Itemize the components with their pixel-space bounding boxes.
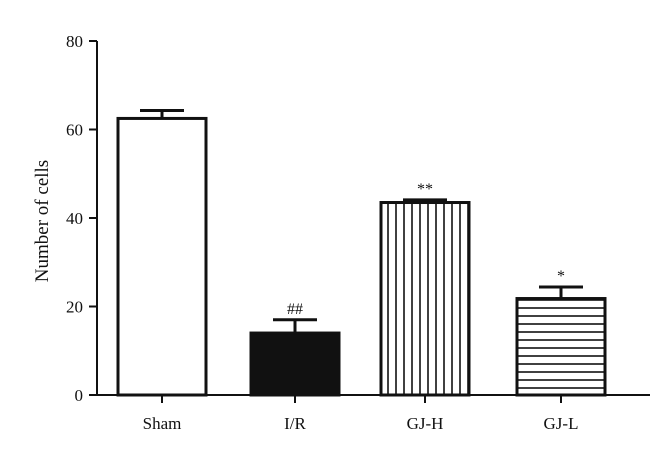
- y-tick-label: 60: [66, 121, 83, 140]
- bar-gj-h: [379, 201, 471, 397]
- x-tick-label: GJ-H: [407, 414, 444, 433]
- x-axis: Sham I/R GJ-H GJ-L: [97, 394, 650, 433]
- significance-label: *: [557, 268, 565, 285]
- y-tick-label: 40: [66, 209, 83, 228]
- bar-sham: [116, 116, 208, 397]
- significance-label: **: [417, 181, 433, 198]
- y-axis: 0 20 40 60 80: [66, 32, 98, 405]
- significance-label: ##: [287, 301, 303, 318]
- bar-i-r: [249, 331, 341, 397]
- bars: ##***: [116, 108, 607, 397]
- y-tick-label: 80: [66, 32, 83, 51]
- y-tick-label: 0: [75, 386, 84, 405]
- x-tick-label: Sham: [143, 414, 182, 433]
- y-tick-label: 20: [66, 298, 83, 317]
- bar-gj-l: [515, 297, 607, 397]
- x-tick-label: GJ-L: [544, 414, 579, 433]
- y-axis-title: Number of cells: [32, 160, 53, 282]
- x-tick-label: I/R: [284, 414, 306, 433]
